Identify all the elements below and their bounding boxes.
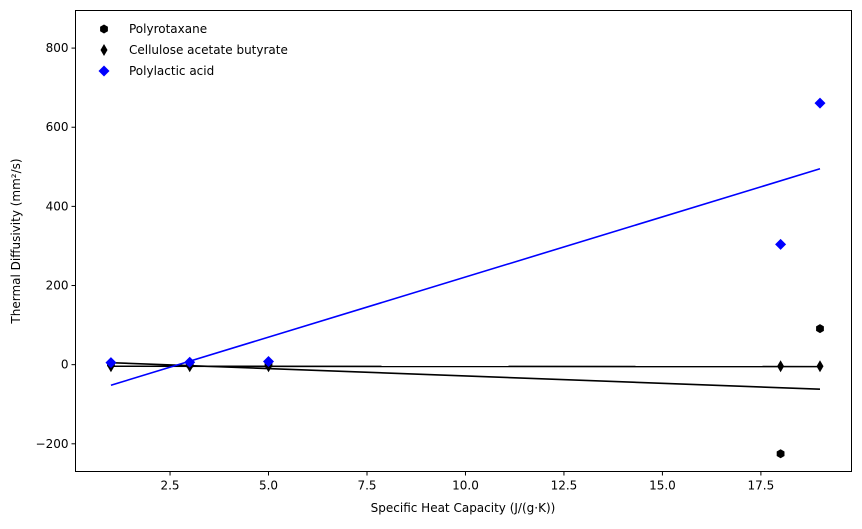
legend-label-series-0: Polyrotaxane: [129, 22, 207, 36]
y-tick-label: 600: [46, 120, 69, 134]
legend-marker-series-0: [100, 25, 108, 34]
y-tick-label: −200: [36, 437, 69, 451]
x-tick-label: 17.5: [748, 479, 775, 493]
legend-marker-series-2: [99, 66, 110, 77]
data-points: [105, 98, 825, 459]
y-tick-label: 400: [46, 199, 69, 213]
y-axis-label: Thermal Diffusivity (mm²/s): [9, 158, 23, 324]
x-axis-ticks: 2.5 5.0 7.5 10.0 12.5 15.0 17.5: [160, 472, 774, 493]
x-tick-label: 2.5: [160, 479, 179, 493]
legend-label-series-2: Polylactic acid: [129, 64, 214, 78]
x-tick-label: 12.5: [551, 479, 578, 493]
fit-lines: [111, 169, 820, 389]
data-point-series-2: [775, 239, 786, 250]
x-tick-label: 5.0: [259, 479, 278, 493]
x-axis-label: Specific Heat Capacity (J/(g·K)): [371, 501, 556, 515]
x-tick-label: 15.0: [649, 479, 676, 493]
plot-frame: [76, 11, 852, 472]
data-point-series-1: [816, 360, 823, 372]
y-tick-label: 200: [46, 279, 69, 293]
legend-label-series-1: Cellulose acetate butyrate: [129, 43, 288, 57]
data-point-series-0: [777, 449, 785, 458]
legend-marker-series-1: [101, 44, 108, 56]
y-axis-ticks: −200 0 200 400 600 800: [36, 41, 76, 451]
data-point-series-2: [814, 98, 825, 109]
fit-line-series-2: [111, 169, 820, 385]
y-tick-label: 0: [61, 358, 69, 372]
x-tick-label: 7.5: [357, 479, 376, 493]
legend: Polyrotaxane Cellulose acetate butyrate Po…: [99, 22, 288, 78]
x-tick-label: 10.0: [452, 479, 479, 493]
y-tick-label: 800: [46, 41, 69, 55]
data-point-series-0: [816, 324, 824, 333]
data-point-series-1: [777, 360, 784, 372]
